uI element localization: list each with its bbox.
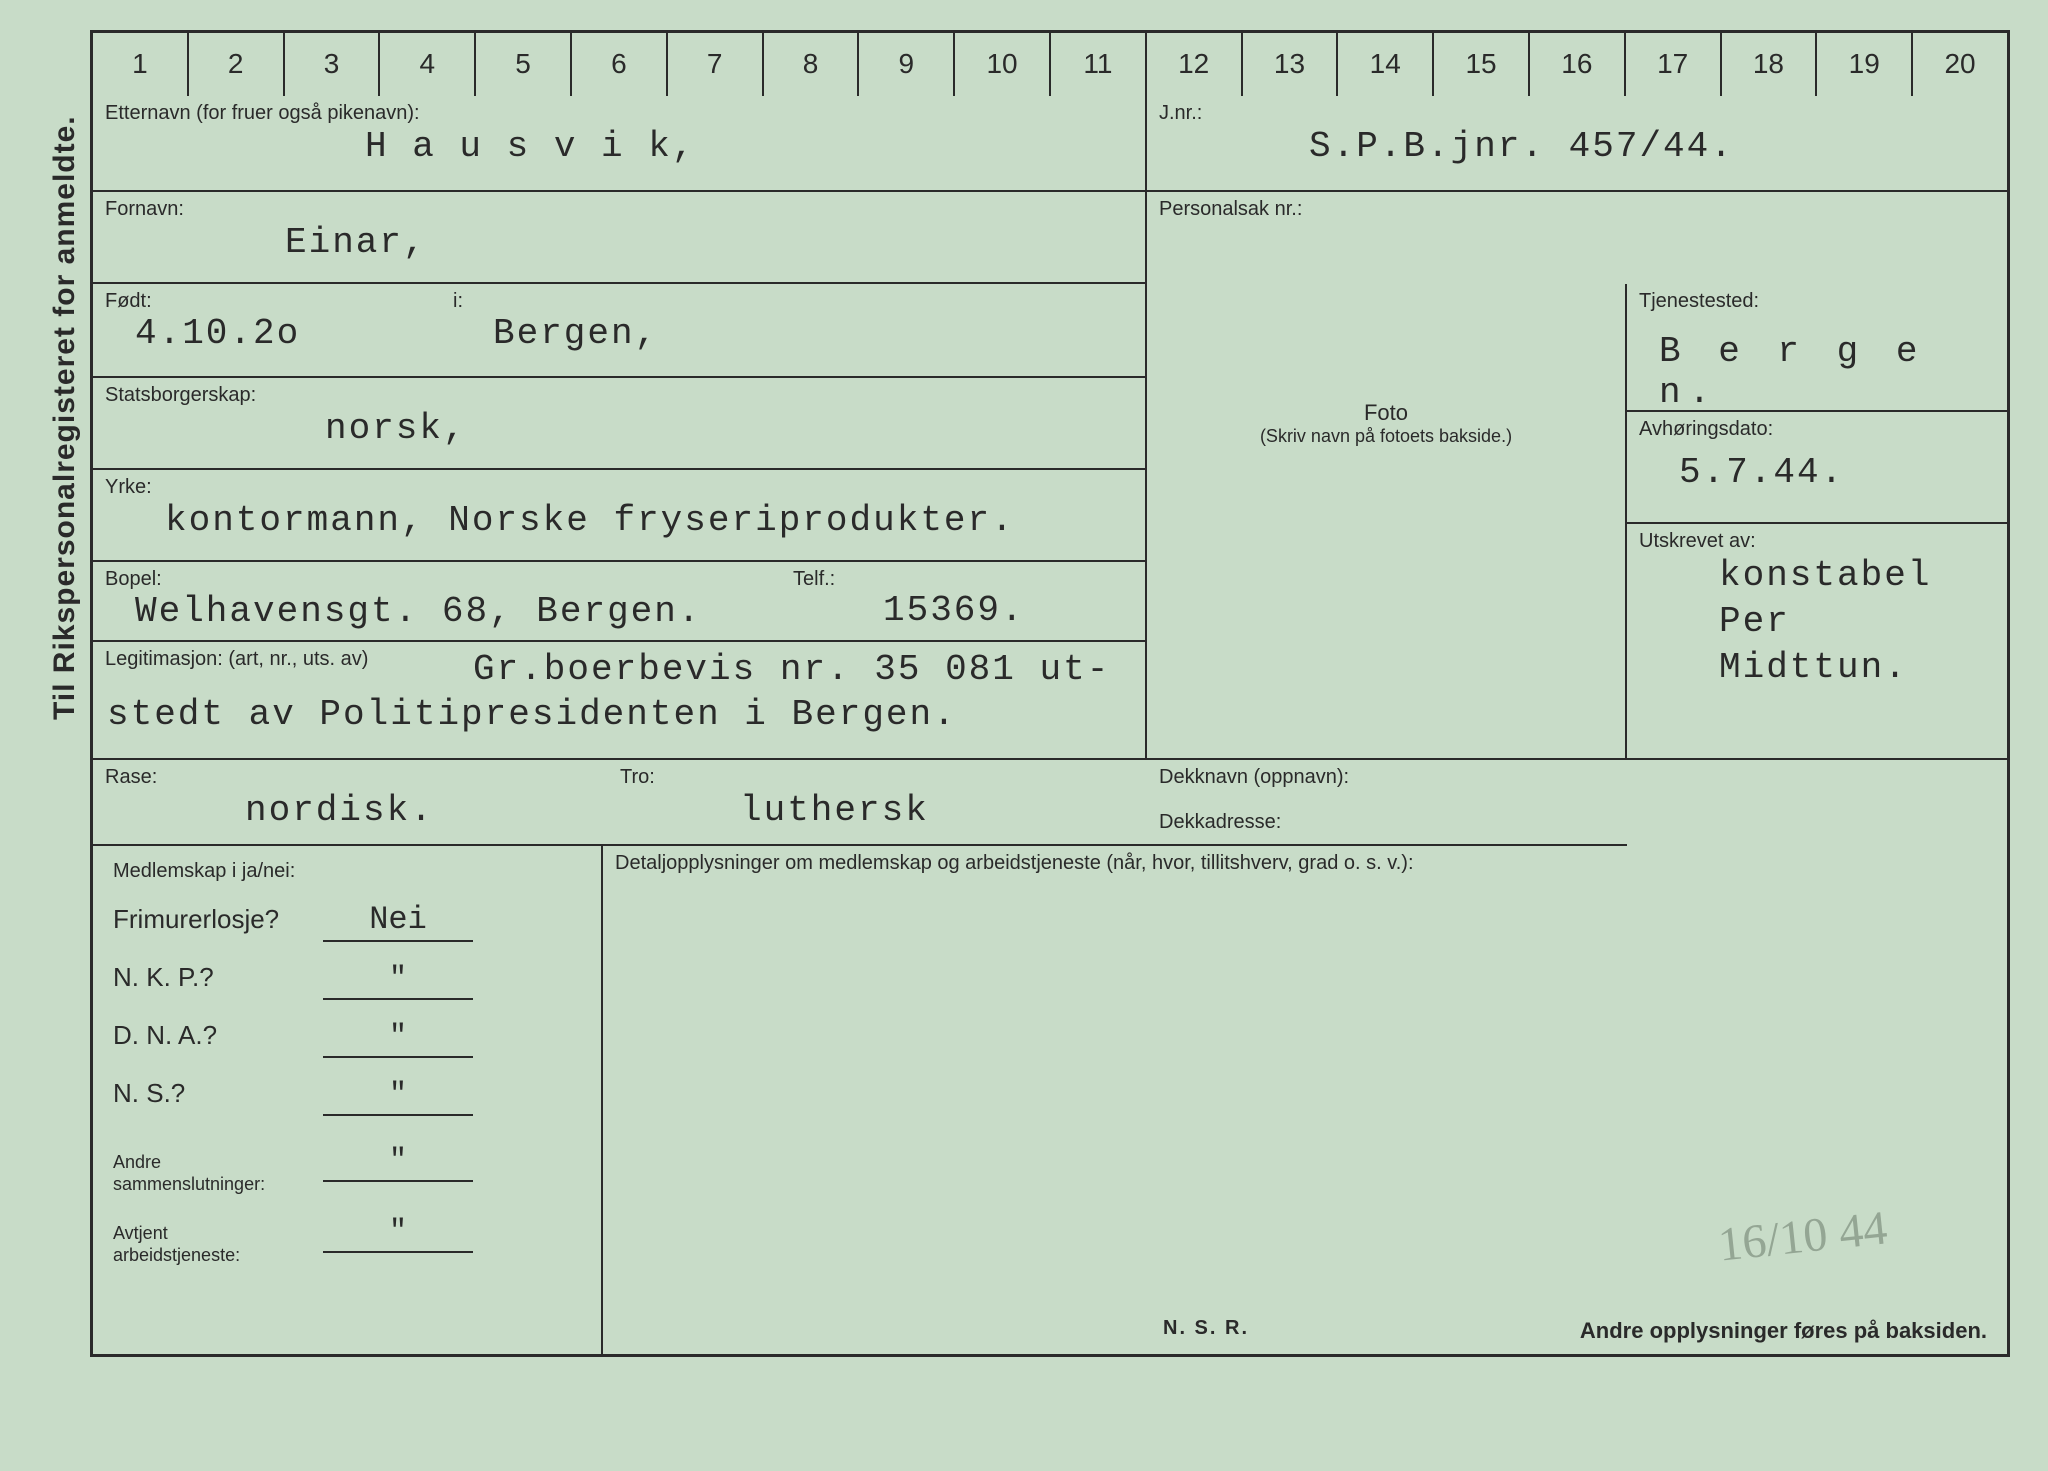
value-nkp: " xyxy=(323,962,473,1000)
ruler-tick: 6 xyxy=(572,33,668,96)
label-firstname: Fornavn: xyxy=(105,198,1133,221)
handwritten-note: 16/10 44 xyxy=(1715,1200,1889,1272)
ruler-tick: 5 xyxy=(476,33,572,96)
label-born: Født: xyxy=(105,290,185,313)
form-body: Etternavn (for fruer også pikenavn): H a… xyxy=(90,96,2010,1357)
field-id: Legitimasjon: (art, nr., uts. av) Gr.boe… xyxy=(93,642,1147,760)
field-written-by: Utskrevet av: konstabel Per Midttun. xyxy=(1627,524,2007,760)
value-race: nordisk. xyxy=(105,789,620,833)
ruler-tick: 7 xyxy=(668,33,764,96)
value-ns: " xyxy=(323,1078,473,1116)
ruler-tick: 15 xyxy=(1434,33,1530,96)
ruler-tick: 18 xyxy=(1722,33,1818,96)
ruler-tick: 16 xyxy=(1530,33,1626,96)
ruler-tick: 17 xyxy=(1626,33,1722,96)
field-born: Født: i: 4.10.2o Bergen, xyxy=(93,284,1147,378)
label-nkp: N. K. P.? xyxy=(113,962,323,993)
label-cover-address: Dekkadresse: xyxy=(1159,811,1615,834)
value-interrogation-date: 5.7.44. xyxy=(1639,441,1995,495)
field-foto: Foto (Skriv navn på fotoets bakside.) xyxy=(1147,284,1627,760)
label-other-assoc: Andre sammenslutninger: xyxy=(113,1151,323,1195)
value-citizenship: norsk, xyxy=(105,407,1133,451)
ruler-tick: 8 xyxy=(764,33,860,96)
label-surname: Etternavn (for fruer også pikenavn): xyxy=(105,102,1133,125)
field-race-faith: Rase: nordisk. Tro: luthersk xyxy=(93,760,1147,846)
label-interrogation-date: Avhøringsdato: xyxy=(1639,418,1995,441)
value-phone: 15369. xyxy=(883,590,1025,631)
label-foto-sub: (Skriv navn på fotoets bakside.) xyxy=(1159,426,1613,447)
field-jnr: J.nr.: S.P.B.jnr. 457/44. xyxy=(1147,96,2007,192)
label-frimurer: Frimurerlosje? xyxy=(113,904,323,935)
value-id-line1: Gr.boerbevis nr. 35 081 ut- xyxy=(473,648,1110,692)
ruler-tick: 9 xyxy=(859,33,955,96)
field-address: Bopel: Telf.: Welhavensgt. 68, Bergen. 1… xyxy=(93,562,1147,642)
label-citizenship: Statsborgerskap: xyxy=(105,384,1133,407)
label-occupation: Yrke: xyxy=(105,476,1133,499)
value-surname: H a u s v i k, xyxy=(105,125,1133,169)
label-alias: Dekknavn (oppnavn): xyxy=(1159,766,1615,789)
field-surname: Etternavn (for fruer også pikenavn): H a… xyxy=(93,96,1147,192)
ruler-tick: 13 xyxy=(1243,33,1339,96)
ruler-tick: 4 xyxy=(380,33,476,96)
field-service-place: Tjenestested: B e r g e n. xyxy=(1627,284,2007,412)
value-occupation: kontormann, Norske fryseriprodukter. xyxy=(105,499,1133,543)
label-personalsak: Personalsak nr.: xyxy=(1159,198,1995,221)
footer-note: Andre opplysninger føres på baksiden. xyxy=(1580,1318,1987,1344)
label-nsr: N. S. R. xyxy=(1163,1317,1249,1340)
label-faith: Tro: xyxy=(620,766,1135,789)
right-column: Tjenestested: B e r g e n. Avhøringsdato… xyxy=(1627,284,2007,846)
ruler-tick: 14 xyxy=(1338,33,1434,96)
field-firstname: Fornavn: Einar, xyxy=(93,192,1147,284)
ruler-tick: 19 xyxy=(1817,33,1913,96)
registration-card: 1 2 3 4 5 6 7 8 9 10 11 12 13 14 15 16 1… xyxy=(90,30,2010,1430)
label-phone: Telf.: xyxy=(793,568,835,591)
value-written-by: konstabel Per Midttun. xyxy=(1639,553,1995,691)
value-service-place: B e r g e n. xyxy=(1639,313,1995,413)
value-born-date: 4.10.2o xyxy=(105,313,300,354)
value-jnr: S.P.B.jnr. 457/44. xyxy=(1159,125,1995,169)
field-interrogation-date: Avhøringsdato: 5.7.44. xyxy=(1627,412,2007,524)
side-title: Til Rikspersonalregisteret for anmeldte. xyxy=(48,115,82,720)
ruler-tick: 20 xyxy=(1913,33,2007,96)
membership-panel: Medlemskap i ja/nei: Frimurerlosje? Nei … xyxy=(93,846,603,1354)
right-spacer xyxy=(1627,760,2007,846)
ruler-tick: 11 xyxy=(1051,33,1147,96)
value-frimurer: Nei xyxy=(323,901,473,942)
value-firstname: Einar, xyxy=(105,221,1133,265)
middle-column: Foto (Skriv navn på fotoets bakside.) De… xyxy=(1147,284,1627,846)
ruler-tick: 10 xyxy=(955,33,1051,96)
field-personalsak: Personalsak nr.: xyxy=(1147,192,2007,284)
ruler-tick: 3 xyxy=(285,33,381,96)
field-occupation: Yrke: kontormann, Norske fryseriprodukte… xyxy=(93,470,1147,562)
ruler-scale: 1 2 3 4 5 6 7 8 9 10 11 12 13 14 15 16 1… xyxy=(90,30,2010,96)
label-service-place: Tjenestested: xyxy=(1639,290,1995,313)
ruler-tick: 1 xyxy=(93,33,189,96)
label-details: Detaljopplysninger om medlemskap og arbe… xyxy=(615,852,1995,875)
label-dna: D. N. A.? xyxy=(113,1020,323,1051)
value-labour-service: " xyxy=(323,1215,473,1253)
label-foto: Foto xyxy=(1159,400,1613,426)
value-dna: " xyxy=(323,1020,473,1058)
value-born-place: Bergen, xyxy=(493,313,658,354)
value-faith: luthersk xyxy=(620,789,1135,833)
left-column: Født: i: 4.10.2o Bergen, Statsborgerskap… xyxy=(93,284,1147,846)
label-jnr: J.nr.: xyxy=(1159,102,1995,125)
label-race: Rase: xyxy=(105,766,620,789)
label-id: Legitimasjon: (art, nr., uts. av) xyxy=(105,648,368,671)
ruler-tick: 12 xyxy=(1147,33,1243,96)
ruler-tick: 2 xyxy=(189,33,285,96)
value-address: Welhavensgt. 68, Bergen. xyxy=(105,591,701,632)
details-panel: Detaljopplysninger om medlemskap og arbe… xyxy=(603,846,2007,1354)
label-ns: N. S.? xyxy=(113,1078,323,1109)
label-written-by: Utskrevet av: xyxy=(1639,530,1995,553)
field-alias: Dekknavn (oppnavn): Dekkadresse: xyxy=(1147,760,1627,846)
field-citizenship: Statsborgerskap: norsk, xyxy=(93,378,1147,470)
label-address: Bopel: xyxy=(105,568,162,591)
value-id-line2: stedt av Politipresidenten i Bergen. xyxy=(107,694,957,735)
label-born-in: i: xyxy=(453,290,463,313)
value-other-assoc: " xyxy=(323,1144,473,1182)
label-membership: Medlemskap i ja/nei: xyxy=(113,860,581,883)
label-labour-service: Avtjent arbeidstjeneste: xyxy=(113,1222,323,1266)
